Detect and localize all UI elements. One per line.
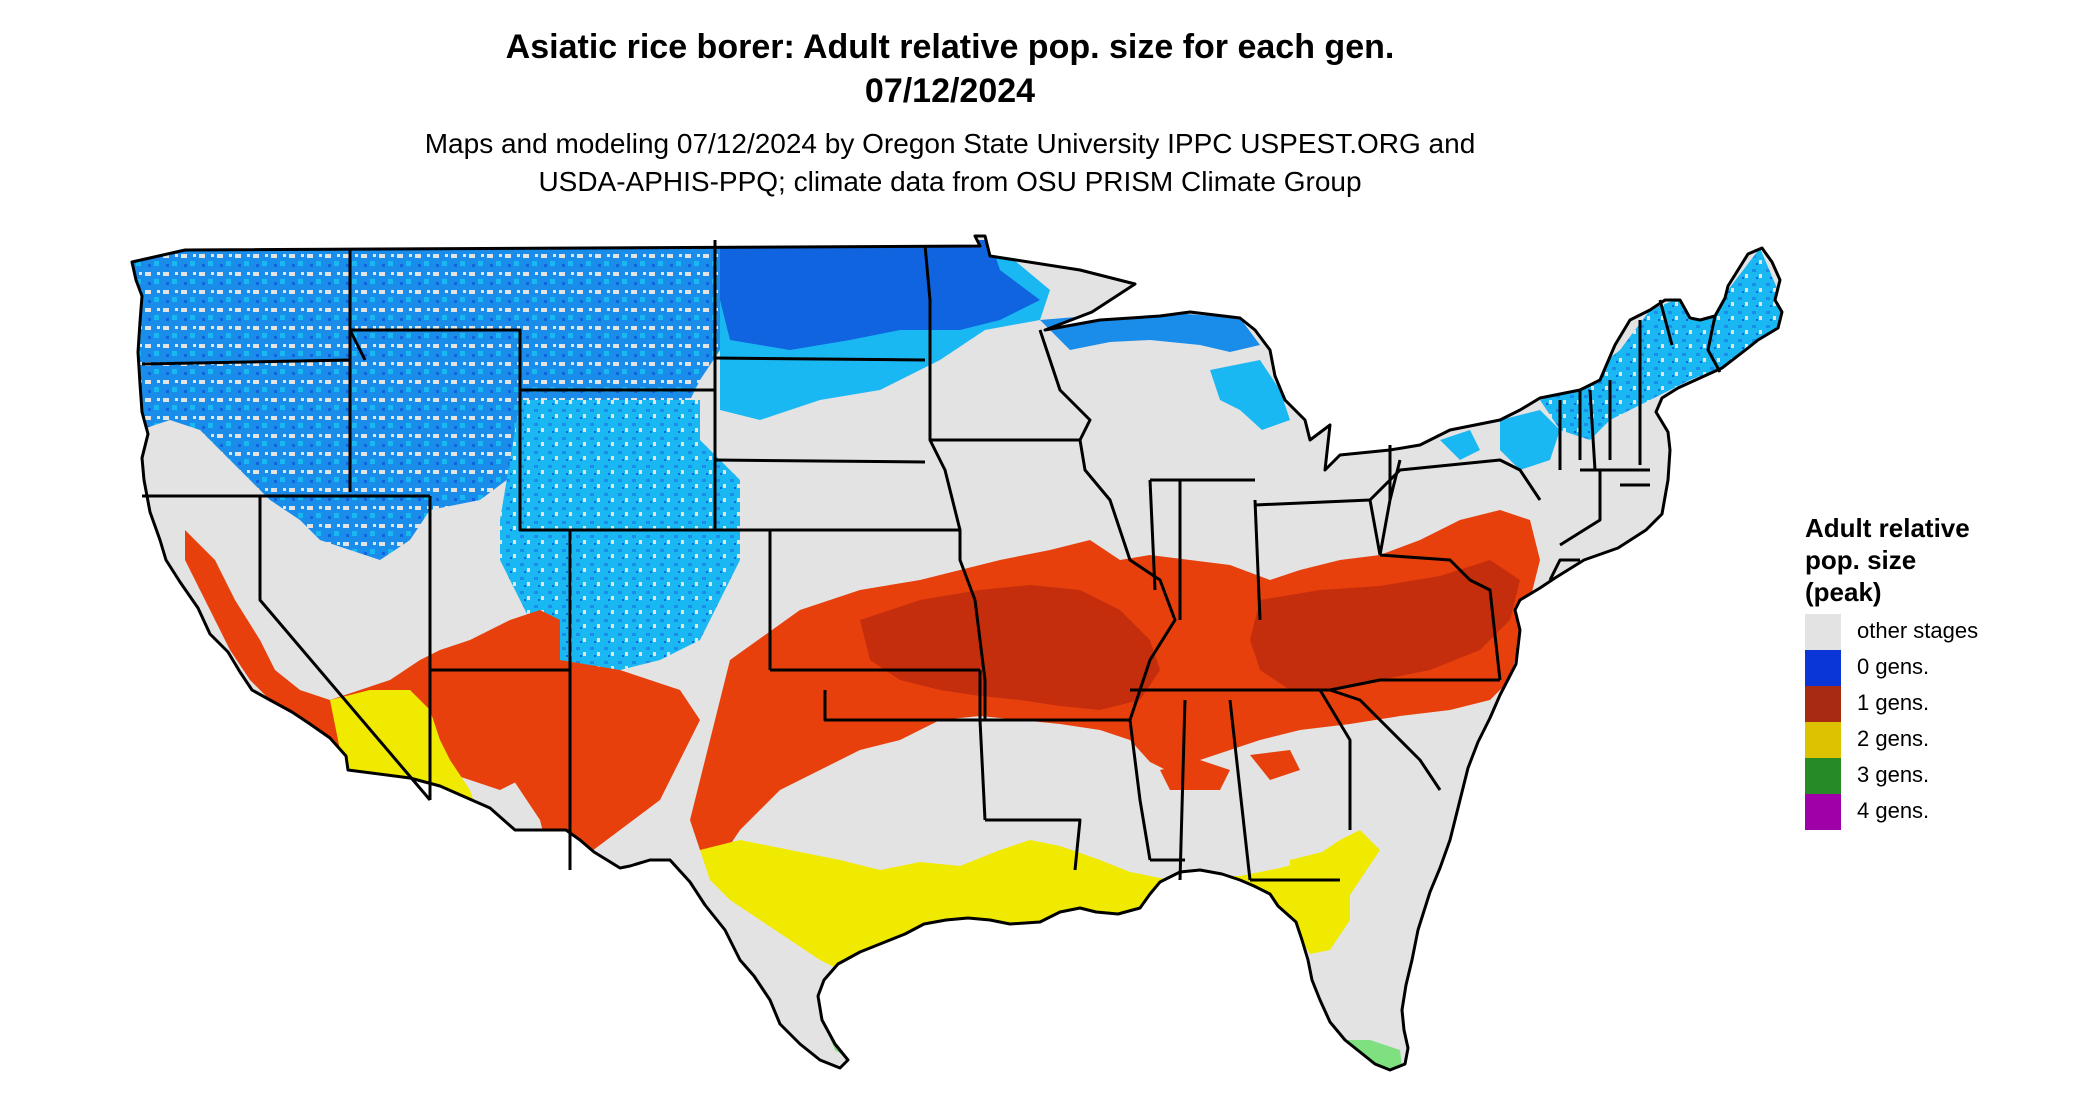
map-date: 07/12/2024 <box>864 72 1036 110</box>
legend-label: 1 gens. <box>1857 690 1930 715</box>
legend-swatch <box>1805 614 1841 650</box>
legend-label: 3 gens. <box>1857 762 1930 787</box>
legend-title-line-3: (peak) <box>1805 577 1882 607</box>
legend-title-line-1: Adult relative <box>1805 513 1970 543</box>
legend-swatch <box>1805 650 1841 686</box>
zone-one-gen-dark-core <box>860 560 1520 710</box>
legend-title: Adult relative pop. size (peak) <box>1805 512 2065 608</box>
zone-zero-gen-michigan-light <box>1210 360 1290 430</box>
zone-two-gen-florida <box>1290 850 1350 954</box>
map-credit-line-2: USDA-APHIS-PPQ; climate data from OSU PR… <box>538 166 1362 197</box>
legend-label: 0 gens. <box>1857 654 1930 679</box>
legend-swatch <box>1805 794 1841 830</box>
map-credit-line-1: Maps and modeling 07/12/2024 by Oregon S… <box>424 128 1476 159</box>
zone-one-gen-southeast-patches <box>1160 750 1300 790</box>
zone-zero-gen-dark-north <box>720 240 1040 350</box>
pest-zones <box>132 240 1782 1070</box>
legend-title-line-2: pop. size <box>1805 545 1917 575</box>
legend-swatch <box>1805 722 1841 758</box>
zone-two-gen-gulf <box>700 830 1380 970</box>
legend-swatch <box>1805 686 1841 722</box>
legend-label: 4 gens. <box>1857 798 1930 823</box>
zone-zero-gen-rockies <box>500 400 740 680</box>
map-title: Asiatic rice borer: Adult relative pop. … <box>505 28 1395 66</box>
state-borders <box>130 234 1784 1072</box>
legend-swatch <box>1805 758 1841 794</box>
legend-label: 2 gens. <box>1857 726 1930 751</box>
us-map <box>130 234 1784 1072</box>
legend-label: other stages <box>1857 618 1979 643</box>
zone-zero-gen-new-england <box>1540 248 1782 440</box>
zone-zero-gen-northeast-patches <box>1440 410 1560 470</box>
